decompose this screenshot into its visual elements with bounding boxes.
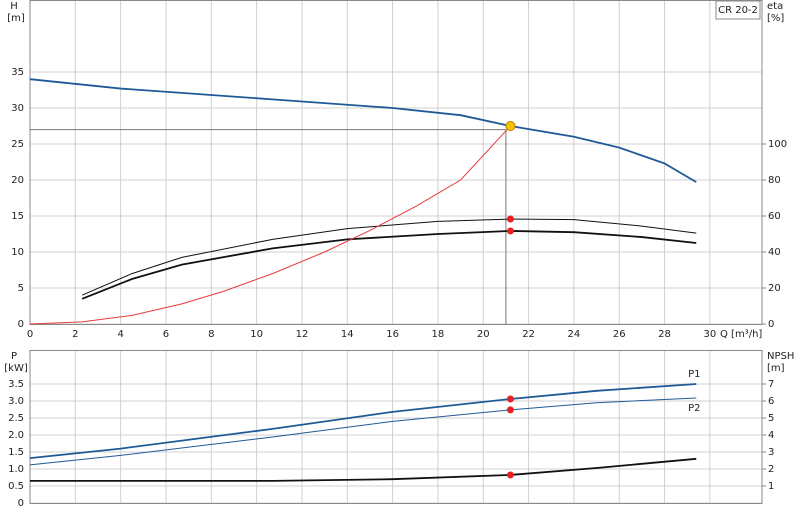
operating-point [506, 227, 514, 235]
x-tick-label: 0 [27, 329, 33, 340]
y-tick-label: 3.0 [8, 396, 24, 407]
x-tick-label: 8 [208, 329, 214, 340]
operating-point [506, 215, 514, 223]
series-line [29, 397, 697, 466]
badge: CR 20-2 [718, 5, 758, 16]
y-tick-label: 20 [11, 175, 24, 186]
y2-tick-label: 4 [768, 430, 774, 441]
y-tick-label: 3.5 [8, 379, 24, 390]
y-tick-label: 0.5 [8, 481, 24, 492]
operating-point [506, 406, 514, 414]
y-tick-label: 5 [18, 283, 24, 294]
y2-tick-label: 20 [768, 283, 781, 294]
series-line [81, 218, 697, 296]
y-tick-label: 2.0 [8, 430, 24, 441]
x-tick-label: 12 [296, 329, 309, 340]
y-axis-unit: [kW] [4, 363, 28, 374]
y2-tick-label: 100 [768, 139, 787, 150]
y2-axis-unit: [%] [767, 13, 784, 24]
x-tick-label: 16 [386, 329, 399, 340]
x-tick-label: 2 [72, 329, 78, 340]
x-tick-label: 28 [658, 329, 671, 340]
x-tick-label: 22 [522, 329, 535, 340]
y2-tick-label: 3 [768, 447, 774, 458]
y-tick-label: 2.5 [8, 413, 24, 424]
y2-tick-label: 2 [768, 464, 774, 475]
y2-tick-label: 7 [768, 379, 774, 390]
x-tick-label: 24 [568, 329, 581, 340]
y2-tick-label: 0 [768, 319, 774, 330]
x-axis-label: Q [m³/h] [720, 329, 762, 340]
series-line [29, 383, 697, 460]
y2-tick-label: 1 [768, 481, 774, 492]
y2-tick-label: 80 [768, 175, 781, 186]
plot-frame [29, 0, 763, 325]
operating-point [506, 471, 514, 479]
y2-tick-label: 60 [768, 211, 781, 222]
y-tick-label: 10 [11, 247, 24, 258]
y-tick-label: 25 [11, 139, 24, 150]
x-tick-label: 30 [704, 329, 717, 340]
badge-box [715, 0, 761, 20]
y2-tick-label: 40 [768, 247, 781, 258]
x-tick-label: 18 [432, 329, 445, 340]
operating-point [505, 121, 516, 131]
series-line [81, 230, 697, 300]
y-axis-unit: [m] [7, 13, 25, 24]
series-label: P2 [688, 403, 700, 414]
y-tick-label: 15 [11, 211, 24, 222]
series-line [29, 78, 697, 183]
x-tick-label: 14 [341, 329, 354, 340]
y2-axis-label: eta [767, 1, 783, 12]
y-tick-label: 1.5 [8, 447, 24, 458]
y2-tick-label: 5 [768, 413, 774, 424]
y-tick-label: 0 [18, 498, 24, 509]
x-tick-label: 26 [613, 329, 626, 340]
y-axis-label: H [10, 1, 18, 12]
x-tick-label: 6 [163, 329, 169, 340]
y-tick-label: 0 [18, 319, 24, 330]
y-tick-label: 30 [11, 103, 24, 114]
x-tick-label: 10 [250, 329, 263, 340]
operating-point [506, 395, 514, 403]
series-line [29, 125, 511, 325]
plot-frame [29, 350, 763, 504]
series-label: P1 [688, 369, 700, 380]
y-axis-label: P [11, 351, 17, 362]
x-tick-label: 4 [117, 329, 123, 340]
y-tick-label: 35 [11, 67, 24, 78]
y-tick-label: 1.0 [8, 464, 24, 475]
y2-axis-unit: [m] [767, 363, 785, 374]
series-line [30, 457, 697, 482]
y2-tick-label: 6 [768, 396, 774, 407]
y2-axis-label: NPSH [767, 351, 794, 362]
x-tick-label: 20 [477, 329, 490, 340]
